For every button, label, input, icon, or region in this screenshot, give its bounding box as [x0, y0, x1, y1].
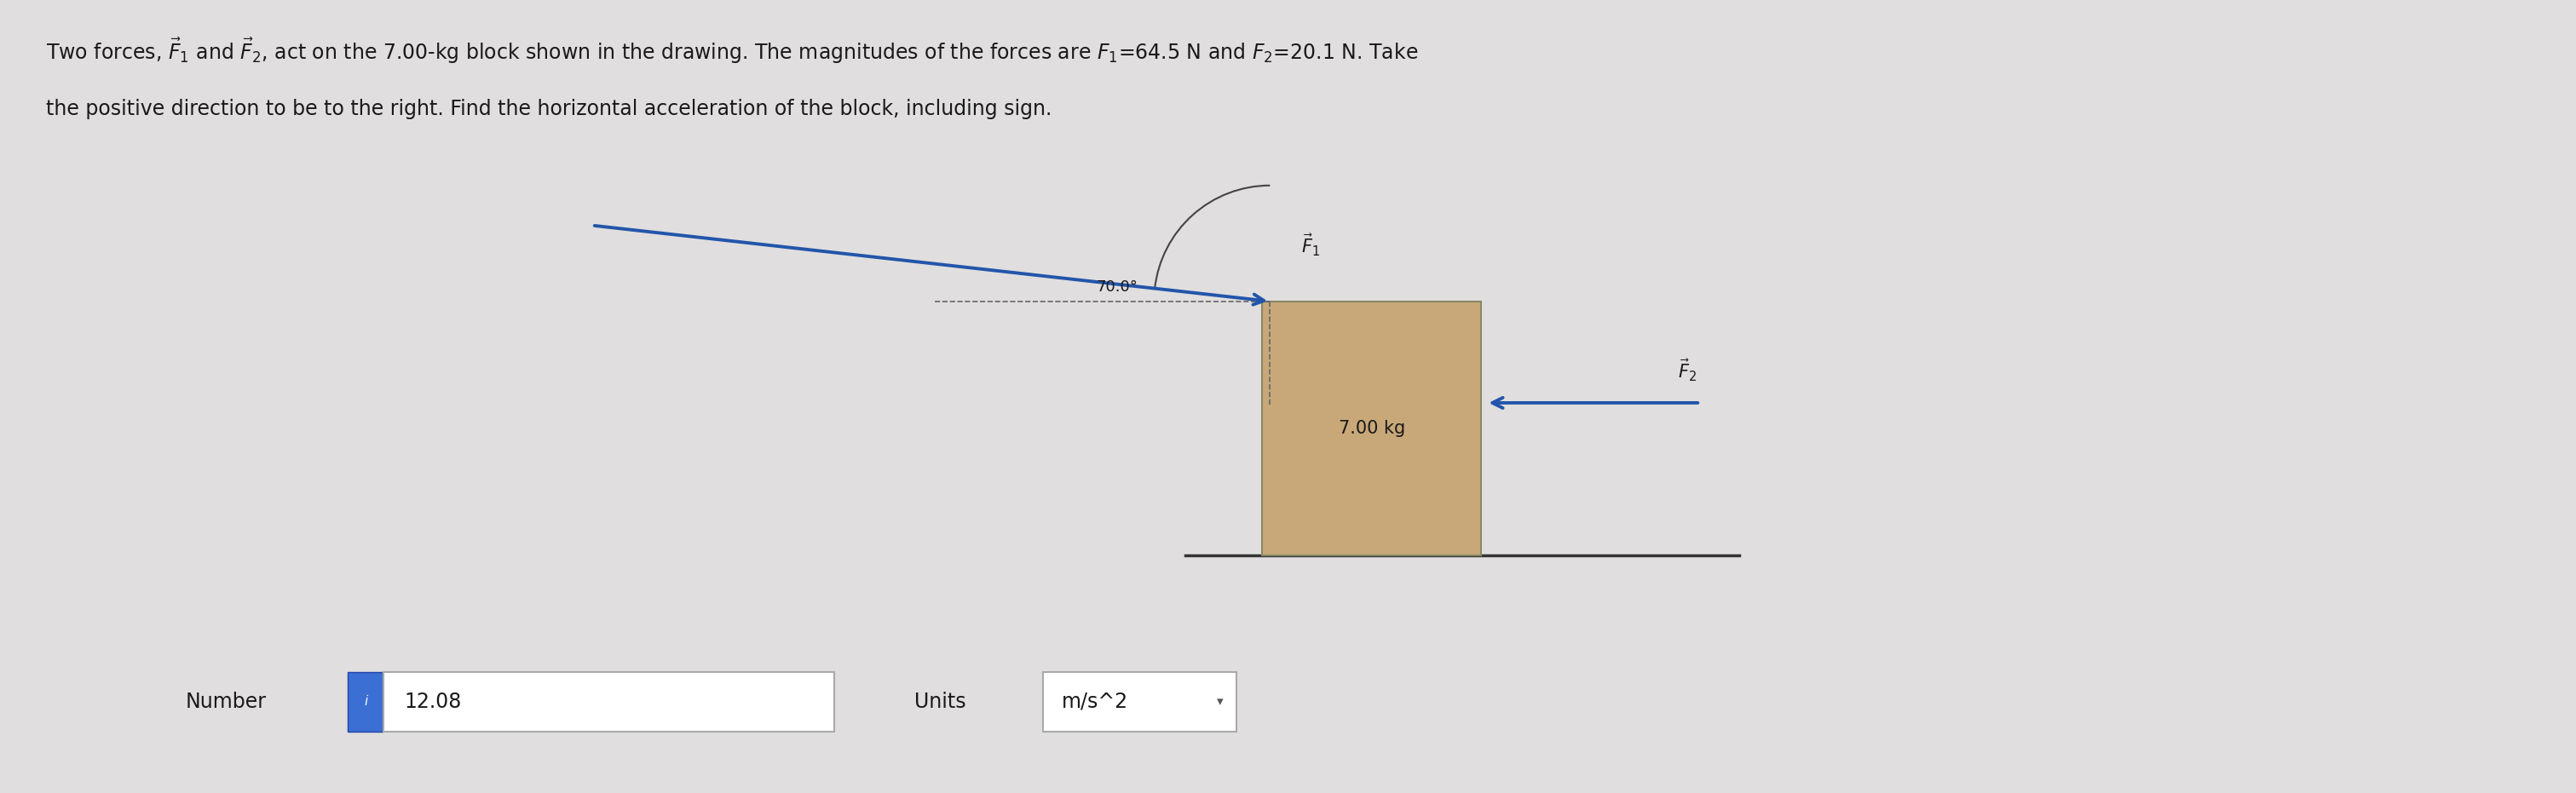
- Text: 12.08: 12.08: [404, 691, 461, 712]
- Text: m/s^2: m/s^2: [1061, 691, 1128, 712]
- Text: ▾: ▾: [1216, 695, 1224, 708]
- Text: the positive direction to be to the right. Find the horizontal acceleration of t: the positive direction to be to the righ…: [46, 99, 1051, 120]
- Text: $\vec{F}_2$: $\vec{F}_2$: [1677, 357, 1698, 383]
- Text: $\vec{F}_1$: $\vec{F}_1$: [1301, 232, 1319, 258]
- Bar: [1043, 672, 1236, 732]
- Text: Number: Number: [185, 691, 265, 712]
- Text: 7.00 kg: 7.00 kg: [1340, 419, 1404, 437]
- Text: 70.0°: 70.0°: [1097, 279, 1139, 295]
- Text: i: i: [363, 695, 368, 708]
- Bar: [348, 672, 384, 732]
- Text: Two forces, $\vec{F}_1$ and $\vec{F}_2$, act on the 7.00-kg block shown in the d: Two forces, $\vec{F}_1$ and $\vec{F}_2$,…: [46, 36, 1419, 65]
- Bar: [1262, 301, 1481, 555]
- Text: Units: Units: [914, 691, 966, 712]
- Bar: [384, 672, 835, 732]
